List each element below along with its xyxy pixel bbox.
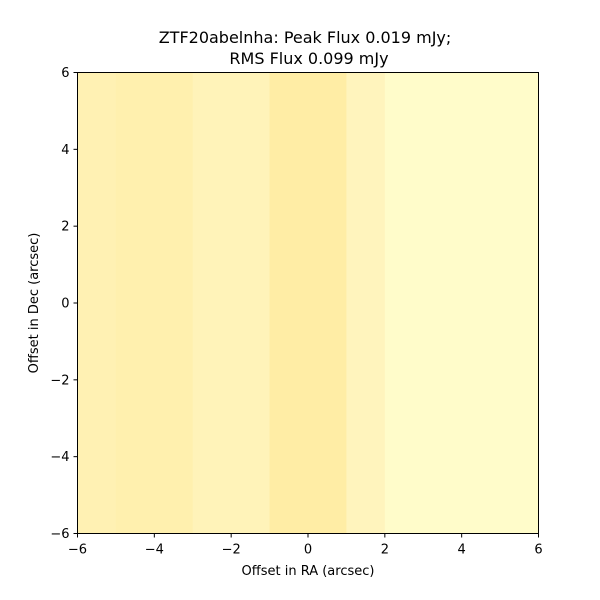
heatmap-column-3 [269,72,347,534]
chart-title-line-2: RMS Flux 0.099 mJy [229,49,388,68]
y-axis-label: Offset in Dec (arcsec) [27,233,42,374]
x-tick-label: 6 [534,543,542,558]
heatmap-column-2 [192,72,271,534]
y-tick-label: 2 [61,220,69,235]
x-axis-label: Offset in RA (arcsec) [242,564,375,579]
heatmap-column-5 [384,72,539,534]
y-tick-label: −6 [50,527,69,542]
x-axis-ticks: −6 −4 −2 0 2 4 6 [68,533,543,558]
heatmap-column-0 [77,72,117,534]
x-tick-label: −4 [145,543,164,558]
y-tick-label: 0 [61,297,69,312]
y-tick-label: −4 [50,450,69,465]
x-tick-label: 0 [304,543,312,558]
y-tick-label: 6 [61,66,69,81]
x-tick-label: 4 [458,543,466,558]
heatmap-column-1 [115,72,194,534]
heatmap-cells [77,72,539,534]
x-tick-label: −2 [222,543,241,558]
y-axis-ticks: −6 −4 −2 0 2 4 6 [50,66,78,542]
chart-title-line-1: ZTF20abelnha: Peak Flux 0.019 mJy; [159,28,452,47]
y-tick-label: −2 [50,373,69,388]
y-tick-label: 4 [61,143,69,158]
heatmap-column-4 [346,72,386,534]
x-tick-label: 2 [381,543,389,558]
x-tick-label: −6 [68,543,87,558]
